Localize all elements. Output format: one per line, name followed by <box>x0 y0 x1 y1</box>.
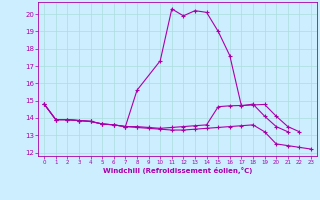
X-axis label: Windchill (Refroidissement éolien,°C): Windchill (Refroidissement éolien,°C) <box>103 167 252 174</box>
